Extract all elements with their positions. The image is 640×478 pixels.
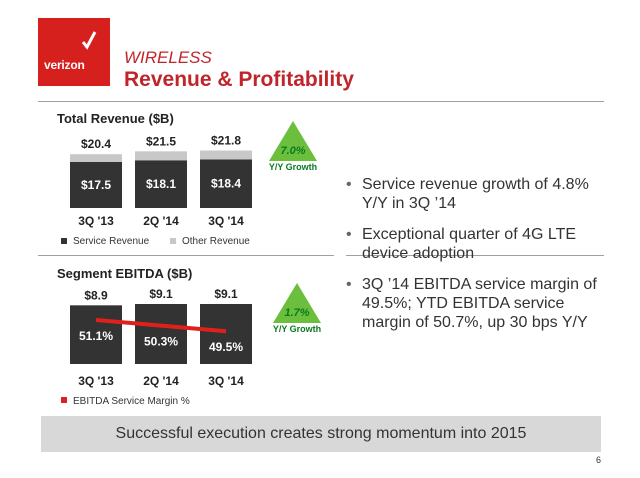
service-revenue-bar	[135, 160, 187, 208]
service-revenue-bar	[200, 159, 252, 208]
ebitda-growth-triangle	[273, 283, 321, 323]
bullet-dot: •	[346, 176, 352, 193]
x-tick-label: 3Q '14	[208, 214, 244, 228]
total-revenue-label: $21.5	[146, 134, 176, 148]
x-tick-label: 2Q '14	[143, 374, 179, 388]
service-revenue-bar	[70, 161, 122, 208]
total-revenue-label: $21.8	[211, 134, 241, 148]
slide-subtitle: WIRELESS	[124, 48, 212, 67]
x-tick-label: 3Q '13	[78, 214, 114, 228]
ebitda-value-label: $9.1	[149, 287, 173, 301]
other-revenue-bar	[200, 150, 252, 160]
bullet-item: • Service revenue growth of 4.8% Y/Y in 3…	[346, 175, 608, 213]
revenue-growth-triangle	[269, 121, 317, 161]
other-revenue-bar	[135, 151, 187, 161]
bullet-list: • Service revenue growth of 4.8% Y/Y in 3…	[346, 175, 608, 344]
ebitda-chart-title: Segment EBITDA ($B)	[57, 266, 193, 281]
bullet-item: • Exceptional quarter of 4G LTE device ad…	[346, 225, 608, 263]
revenue-chart-title: Total Revenue ($B)	[57, 111, 174, 126]
bullet-item: • 3Q ’14 EBITDA service margin of 49.5%; …	[346, 275, 608, 332]
checkmark-icon	[81, 31, 97, 50]
footer-banner: Successful execution creates strong mome…	[41, 416, 601, 452]
ebitda-bar	[70, 305, 122, 364]
page-number: 6	[596, 455, 602, 465]
ebitda-bar	[200, 304, 252, 364]
legend-swatch-service	[61, 238, 67, 244]
service-revenue-label: $18.4	[211, 177, 241, 191]
legend-swatch-other	[170, 238, 176, 244]
ebitda-value-label: $8.9	[84, 288, 108, 302]
ebitda-margin-line	[95, 318, 227, 334]
chart-divider	[38, 255, 334, 256]
bullet-dot: •	[346, 226, 352, 243]
service-revenue-label: $18.1	[146, 177, 176, 191]
logo-text: verizon	[44, 58, 85, 72]
bullet-text: 3Q ’14 EBITDA service margin of 49.5%; Y…	[362, 276, 597, 331]
ebitda-growth-label: Y/Y Growth	[273, 324, 321, 334]
x-tick-label: 3Q '14	[208, 374, 244, 388]
ebitda-growth-value: 1.7%	[284, 307, 309, 319]
x-tick-label: 2Q '14	[143, 214, 179, 228]
legend-label-other: Other Revenue	[182, 236, 250, 247]
total-revenue-label: $20.4	[81, 137, 111, 151]
legend-label-service: Service Revenue	[73, 236, 150, 247]
revenue-growth-label: Y/Y Growth	[269, 162, 317, 172]
ebitda-bar	[135, 304, 187, 364]
other-revenue-bar	[70, 154, 122, 162]
margin-label: 51.1%	[79, 329, 113, 343]
revenue-growth-value: 7.0%	[280, 145, 305, 157]
service-revenue-label: $17.5	[81, 178, 111, 192]
margin-label: 49.5%	[209, 340, 243, 354]
slide-title: Revenue & Profitability	[124, 68, 354, 91]
header-divider	[38, 101, 604, 102]
x-tick-label: 3Q '13	[78, 374, 114, 388]
verizon-logo: verizon	[38, 18, 110, 86]
bullet-dot: •	[346, 276, 352, 293]
bullet-text: Service revenue growth of 4.8% Y/Y in 3Q…	[362, 176, 589, 212]
margin-label: 50.3%	[144, 335, 178, 349]
legend-label-margin: EBITDA Service Margin %	[73, 396, 190, 407]
ebitda-value-label: $9.1	[214, 287, 238, 301]
chart-divider-right	[346, 255, 604, 256]
legend-swatch-margin	[61, 397, 67, 403]
bullet-text: Exceptional quarter of 4G LTE device ado…	[362, 226, 577, 262]
